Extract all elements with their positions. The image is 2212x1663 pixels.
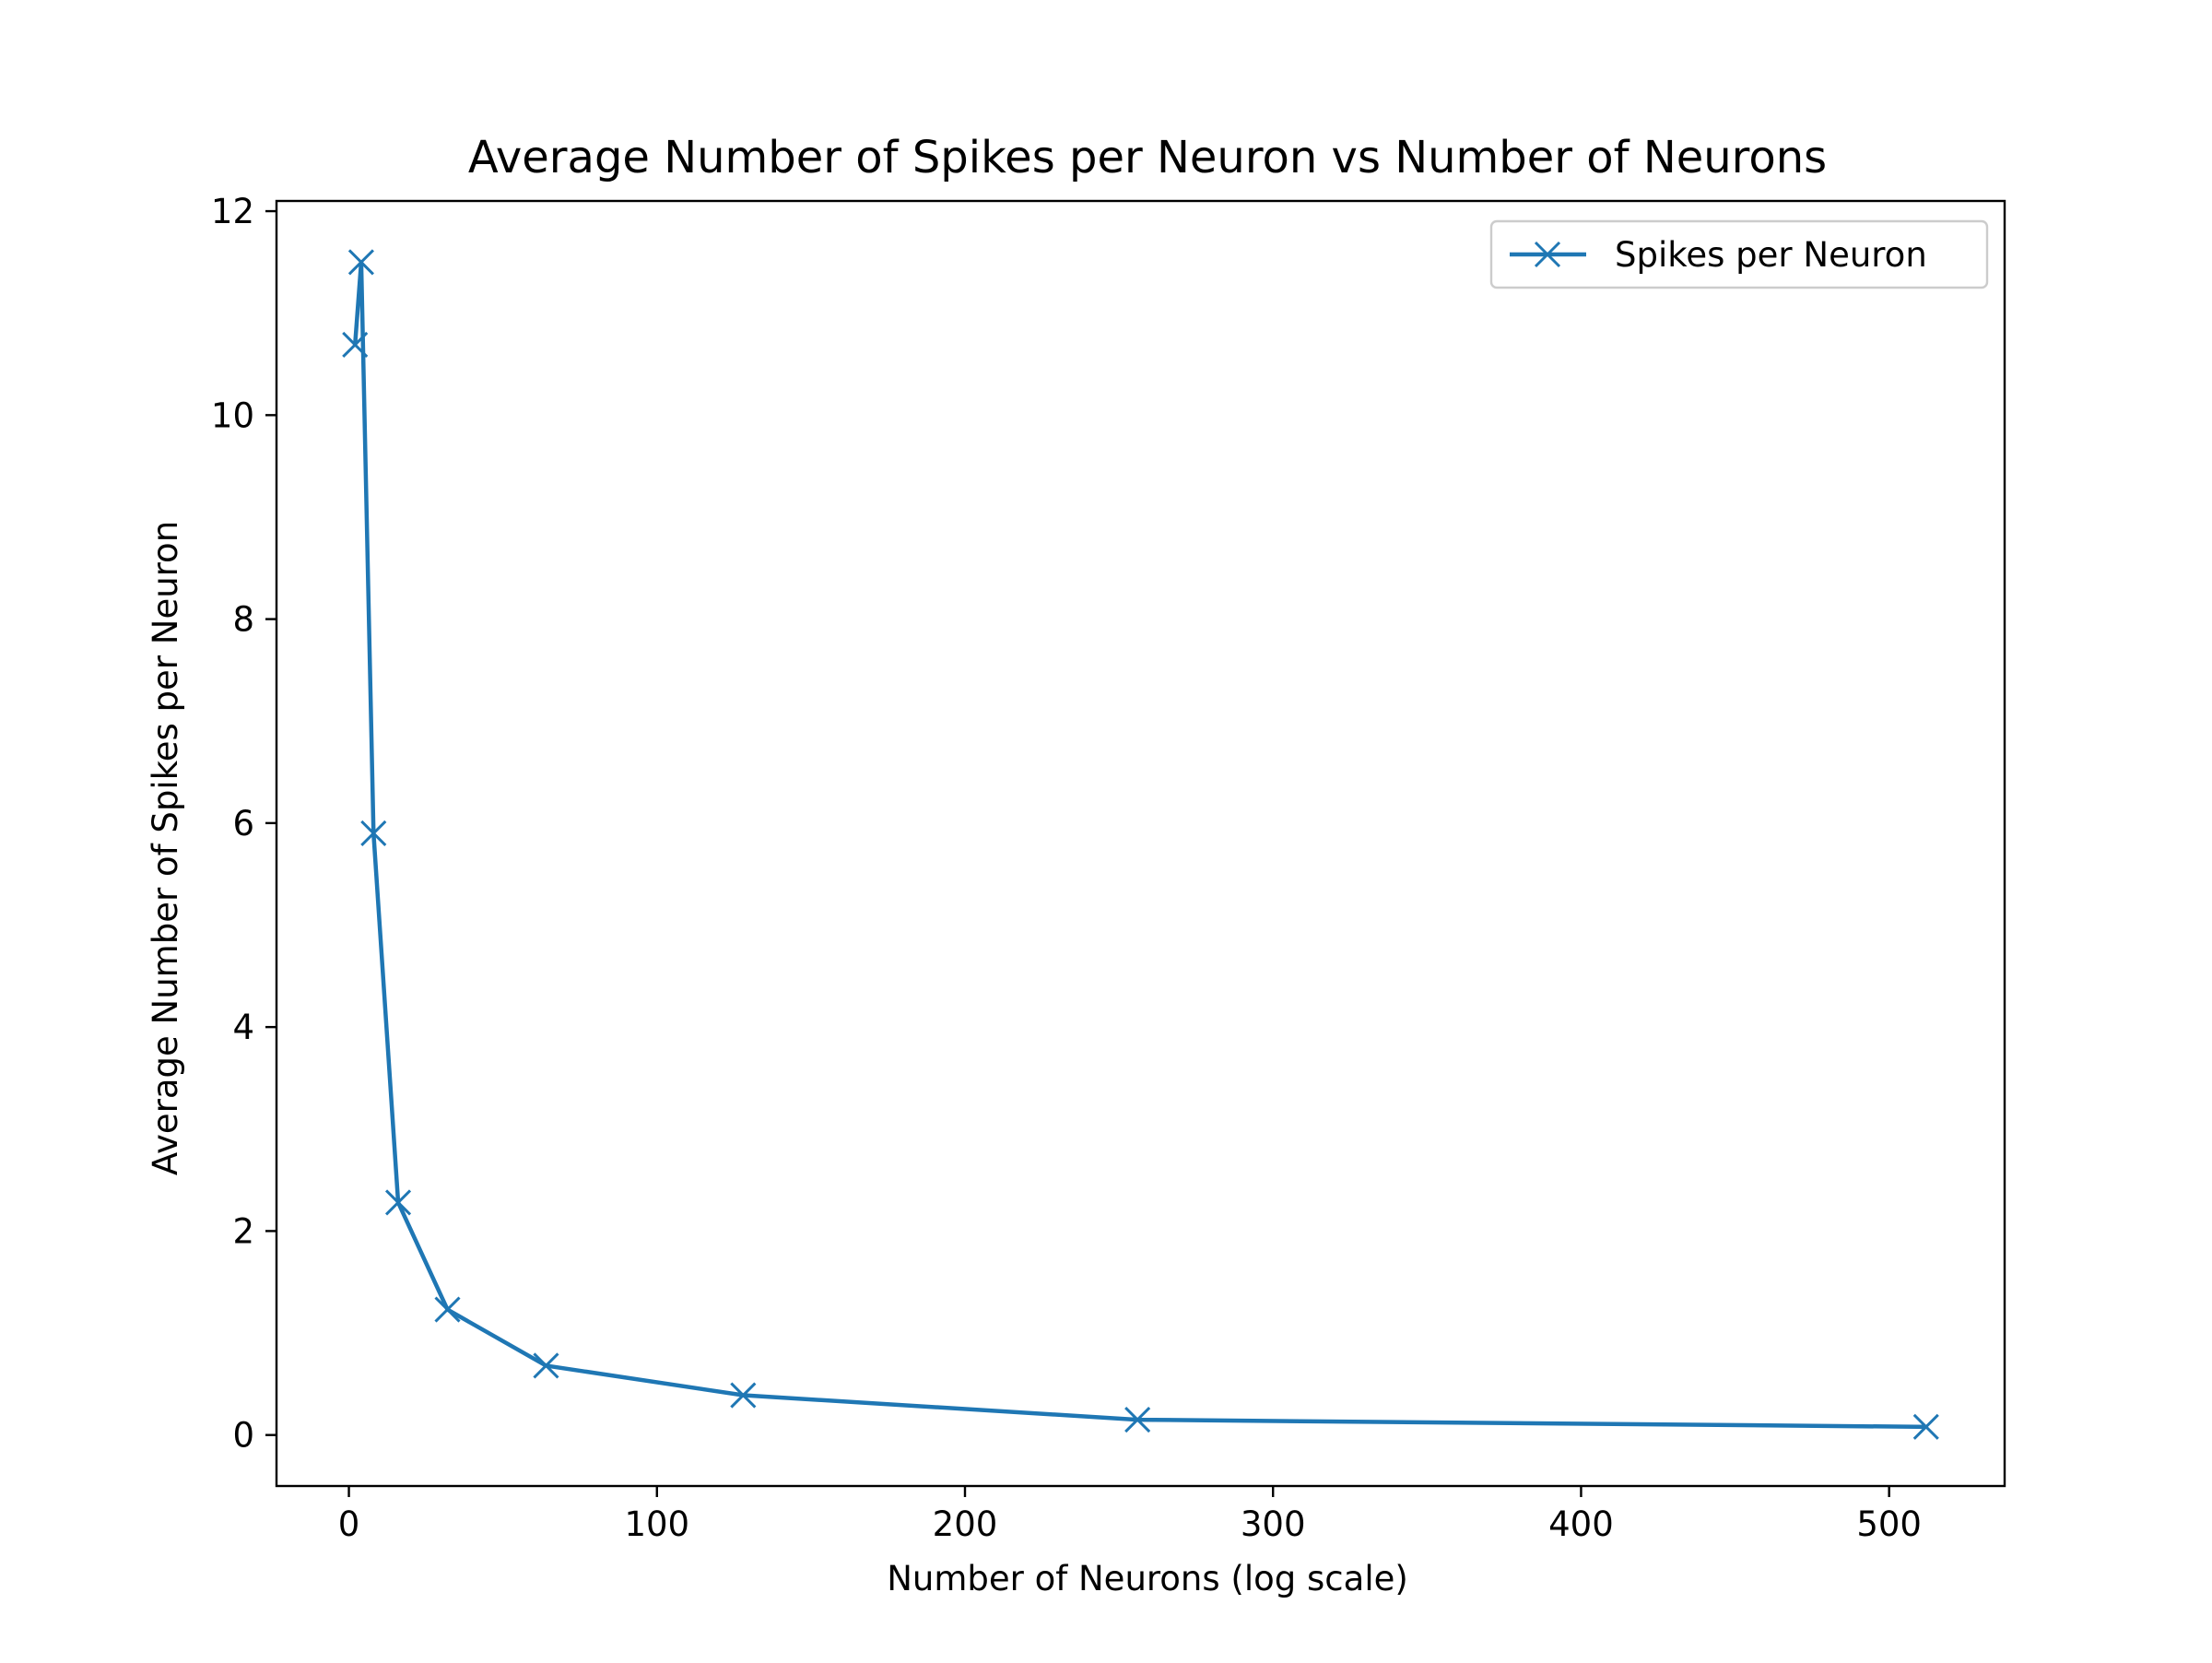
data-point-marker bbox=[342, 331, 369, 359]
data-point-marker bbox=[347, 249, 374, 276]
legend-box bbox=[1489, 219, 1989, 289]
y-tick-label: 4 bbox=[232, 1008, 254, 1047]
data-point-marker bbox=[1124, 1407, 1151, 1433]
axes: 0 100 200 300 400 500 0 2 4 6 8 10 12 bbox=[211, 192, 2006, 1544]
y-tick-label: 10 bbox=[211, 395, 254, 435]
data-point-marker bbox=[434, 1296, 461, 1323]
y-tick-label: 0 bbox=[232, 1416, 254, 1456]
data-point-marker bbox=[360, 820, 387, 846]
data-point-marker bbox=[730, 1382, 757, 1409]
x-tick-label: 400 bbox=[1548, 1504, 1614, 1544]
y-axis-label: Average Number of Spikes per Neuron bbox=[146, 521, 185, 1175]
y-tick-label: 12 bbox=[211, 192, 254, 231]
legend-key bbox=[1510, 241, 1586, 268]
y-tick-label: 8 bbox=[232, 600, 254, 640]
y-tick-label: 2 bbox=[232, 1211, 254, 1251]
legend: Spikes per Neuron bbox=[1489, 219, 1989, 289]
x-tick-label: 0 bbox=[338, 1504, 360, 1544]
x-tick-label: 200 bbox=[933, 1504, 998, 1544]
plot-area bbox=[342, 249, 1939, 1440]
legend-label: Spikes per Neuron bbox=[1615, 235, 1927, 275]
x-tick-label: 100 bbox=[624, 1504, 689, 1544]
x-tick-label: 300 bbox=[1241, 1504, 1306, 1544]
chart-title: Average Number of Spikes per Neuron vs N… bbox=[468, 132, 1827, 183]
data-point-marker bbox=[533, 1352, 559, 1379]
x-tick-label: 500 bbox=[1856, 1504, 1922, 1544]
data-point-marker bbox=[384, 1189, 412, 1216]
y-tick-label: 6 bbox=[232, 804, 254, 843]
axes-frame bbox=[275, 199, 2006, 1488]
data-point-marker bbox=[1912, 1413, 1939, 1440]
x-axis-label: Number of Neurons (log scale) bbox=[887, 1559, 1408, 1598]
